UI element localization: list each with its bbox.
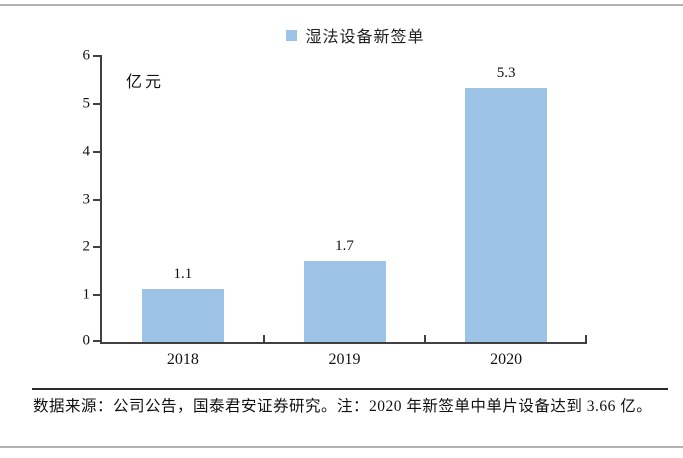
y-axis-tick-label: 3 [82,191,91,207]
y-axis-tick-label: 2 [82,238,91,255]
x-axis-category-label: 2018 [166,351,199,368]
y-axis-tick [93,150,101,153]
y-axis-tick [93,55,101,57]
y-axis-tick [93,340,101,342]
y-axis-tick-label: 5 [82,95,91,112]
x-axis-tick [424,335,427,342]
y-axis-tick [93,246,101,249]
source-note: 数据来源：公司公告，国泰君安证券研究。注：2020 年新签单中单片设备达到 3.… [33,398,653,415]
bar [141,289,224,342]
x-axis-category-label: 2019 [328,351,361,368]
bar [303,260,386,342]
plot-area: 0 1 2 3 4 5 6 1.1 2018 1.7 2019 5.3 2020 [83,48,587,368]
x-axis-tick [262,335,265,342]
bar [465,88,548,342]
y-axis-tick-label: 4 [82,143,91,160]
y-axis-unit-label: 亿元 [126,74,165,91]
footnote-divider-line [32,388,668,390]
legend-label: 湿法设备新签单 [305,29,425,46]
top-border-line [0,4,683,6]
bottom-border-line [0,446,683,448]
x-axis-category-label: 2020 [490,351,523,368]
x-axis-end-tick [585,335,587,342]
bar-value-label: 1.7 [335,237,354,254]
legend-marker-icon [286,29,298,41]
y-axis-tick [93,102,101,105]
bar-value-label: 1.1 [173,266,193,283]
y-axis-tick [93,294,101,297]
y-axis-tick-label: 0 [82,332,91,349]
bar-value-label: 5.3 [496,65,516,82]
y-axis-tick-label: 6 [82,47,91,64]
y-axis-tick [93,198,101,201]
y-axis-tick-label: 1 [82,286,91,303]
chart-legend: 湿法设备新签单 [14,23,683,47]
